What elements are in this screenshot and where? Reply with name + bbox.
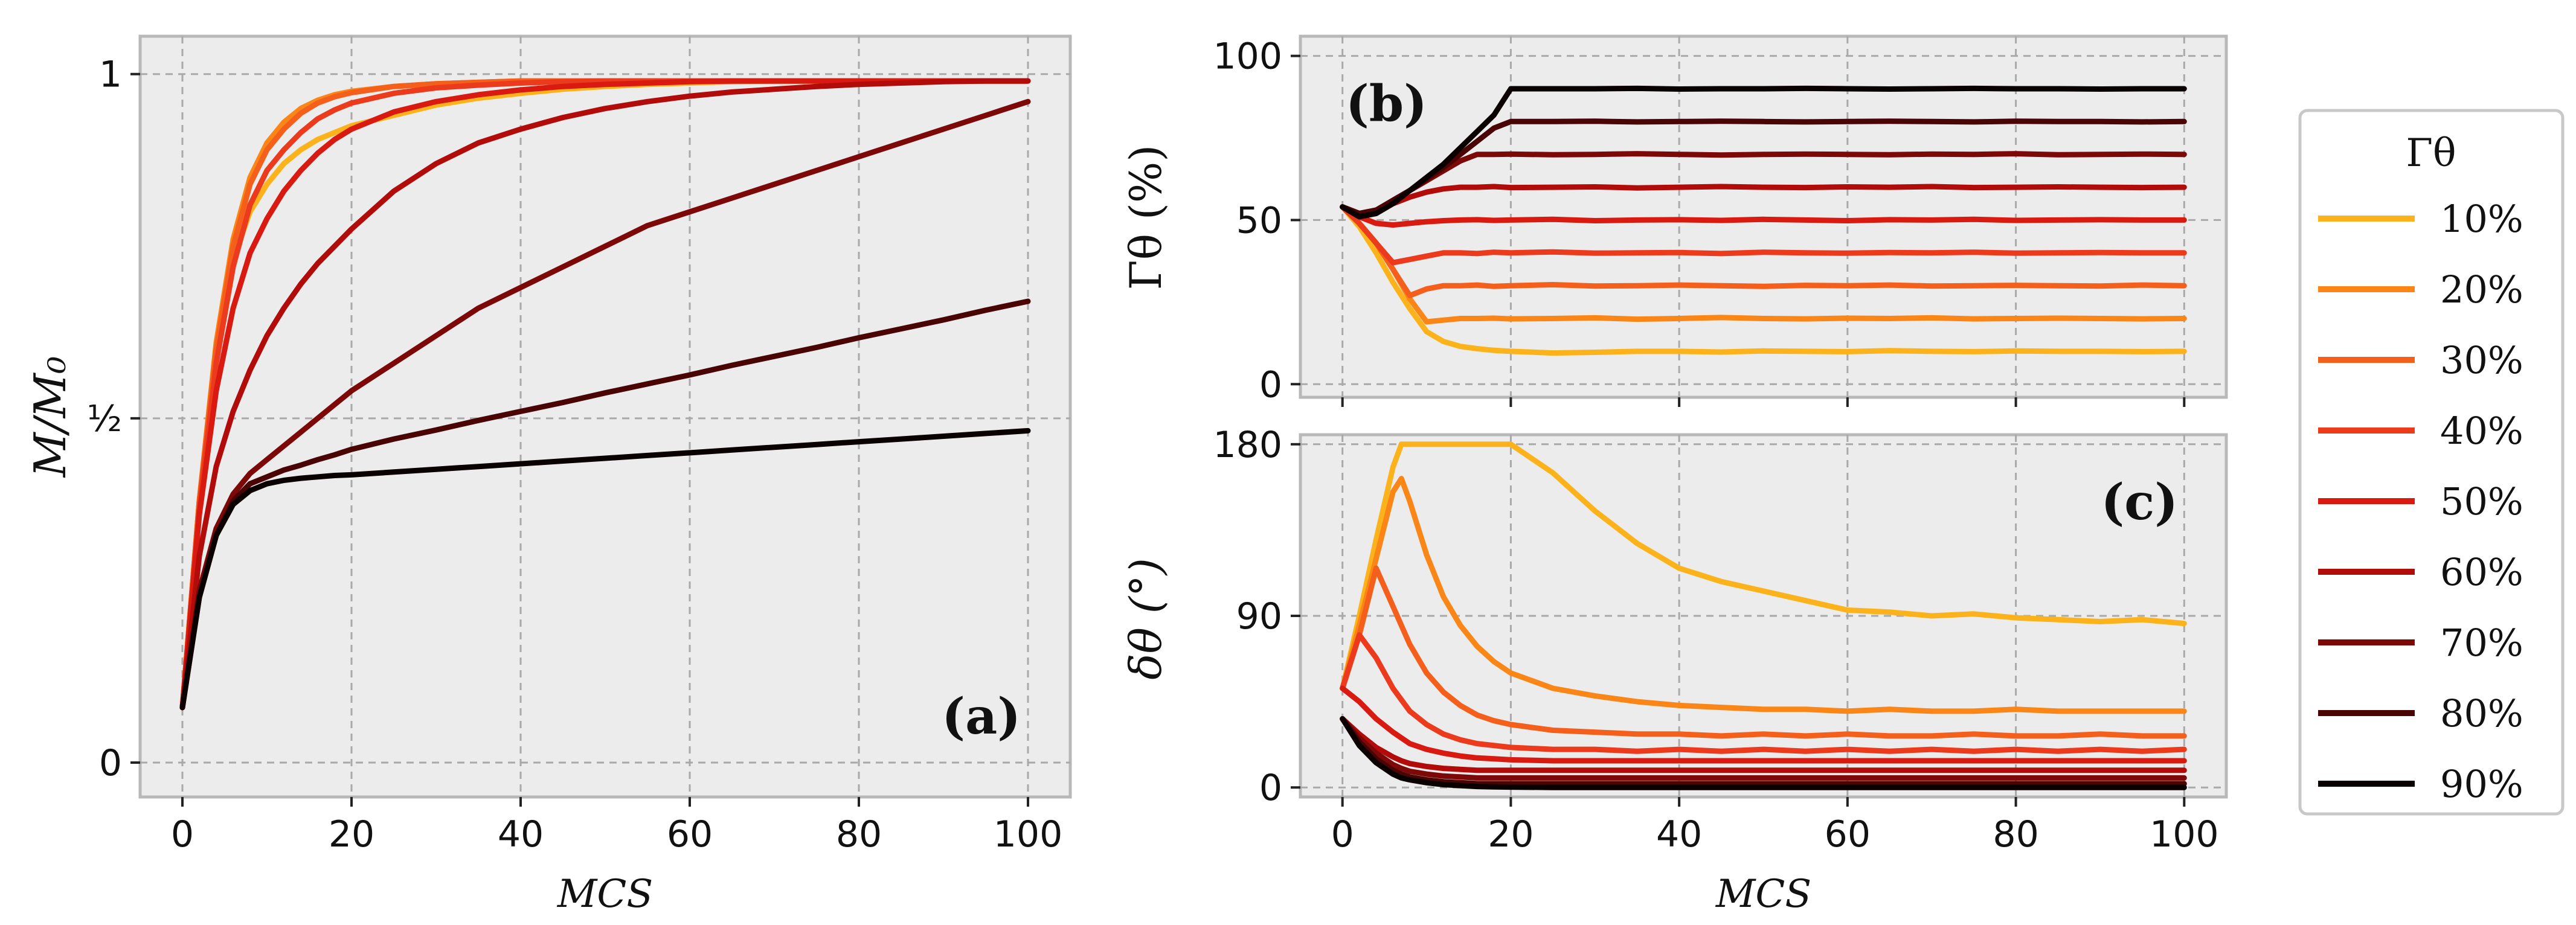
series-line-90pct: [1340, 85, 2187, 220]
legend-label: 10%: [2440, 197, 2523, 241]
series-line-80pct: [1340, 716, 2187, 787]
panel-b-ylabel: Γθ (%): [1120, 145, 1171, 290]
panel-a-background: [138, 34, 1072, 799]
legend-label: 80%: [2440, 691, 2523, 735]
y-tick-label: 90: [1236, 595, 1282, 638]
panel-b-series: [1340, 85, 2187, 356]
legend-title: Γθ: [2406, 131, 2456, 176]
series-line-70pct: [179, 98, 1031, 711]
y-tick-label: 1: [99, 54, 122, 96]
legend-label: 60%: [2440, 550, 2523, 594]
panel-b-ticks: 0 50 100: [1213, 36, 2186, 407]
y-tick-label: 0: [1259, 363, 1282, 406]
panel-c-ylabel: δθ (°): [1120, 558, 1171, 680]
panel-b-label: (b): [1346, 75, 1427, 133]
legend-label: 70%: [2440, 621, 2523, 665]
series-line-50pct: [1340, 204, 2187, 228]
y-tick-label: 100: [1213, 36, 1282, 78]
legend-label: 20%: [2440, 267, 2523, 312]
series-line-40pct: [1340, 204, 2187, 266]
series-line-90pct: [179, 427, 1031, 711]
x-tick-label: 40: [498, 813, 544, 856]
panel-a: 0 20 40 60 80 100 0 ½ 1 (a) MCS M/M₀: [25, 34, 1072, 917]
panel-a-label: (a): [942, 688, 1021, 746]
panel-c-series: [1340, 441, 2187, 790]
x-tick-label: 20: [1488, 813, 1534, 856]
legend-label: 90%: [2440, 762, 2523, 806]
x-tick-label: 80: [836, 813, 882, 856]
panel-a-xlabel: MCS: [557, 872, 653, 917]
series-line-70pct: [1340, 716, 2187, 781]
panel-c-xlabel: MCS: [1715, 872, 1811, 917]
x-tick-label: 40: [1656, 813, 1702, 856]
x-tick-label: 100: [2150, 813, 2219, 856]
series-line-50pct: [1340, 685, 2187, 764]
panel-c: 0 20 40 60 80 100 0 90 180 (c) MCS δθ (°): [1120, 424, 2228, 917]
y-tick-label: ½: [87, 398, 122, 440]
panel-a-ylabel: M/M₀: [25, 356, 75, 479]
panel-b: 0 50 100 (b) Γθ (%): [1120, 34, 2228, 407]
x-tick-label: 100: [994, 813, 1063, 856]
x-tick-label: 60: [667, 813, 713, 856]
y-tick-label: 0: [1259, 767, 1282, 809]
series-line-90pct: [1340, 716, 2187, 790]
y-tick-label: 50: [1236, 199, 1282, 242]
x-tick-label: 80: [1993, 813, 2038, 856]
series-line-20pct: [1340, 204, 2187, 325]
series-line-30pct: [1340, 204, 2187, 298]
legend-label: 40%: [2440, 409, 2523, 453]
y-tick-label: 180: [1213, 424, 1282, 466]
legend-label: 50%: [2440, 479, 2523, 523]
panel-a-grid: [140, 36, 1070, 797]
series-line-60pct: [1340, 716, 2187, 773]
y-tick-label: 0: [99, 742, 122, 784]
series-line-40pct: [1340, 632, 2187, 754]
series-line-20pct: [1340, 476, 2187, 714]
series-line-50pct: [179, 78, 1031, 711]
legend-entries: 10% 20% 30% 40% 50% 60% 70% 80% 90%: [2318, 197, 2523, 806]
legend: Γθ 10% 20% 30% 40% 50% 60% 70% 80% 90%: [2298, 109, 2565, 816]
panel-c-ticks: 0 20 40 60 80 100 0 90 180: [1213, 424, 2218, 856]
series-line-60pct: [1340, 184, 2187, 217]
x-tick-label: 0: [1331, 813, 1354, 856]
series-line-30pct: [1340, 565, 2187, 739]
series-line-60pct: [179, 78, 1031, 711]
x-tick-label: 20: [329, 813, 374, 856]
legend-label: 30%: [2440, 338, 2523, 382]
x-tick-label: 0: [171, 813, 194, 856]
panel-c-label: (c): [2101, 473, 2178, 531]
series-line-10pct: [1340, 204, 2187, 356]
series-line-10pct: [1340, 441, 2187, 691]
panel-a-series: [179, 78, 1031, 711]
x-tick-label: 60: [1825, 813, 1871, 856]
panel-a-ticks: 0 20 40 60 80 100 0 ½ 1: [87, 54, 1062, 856]
series-line-80pct: [179, 298, 1031, 711]
